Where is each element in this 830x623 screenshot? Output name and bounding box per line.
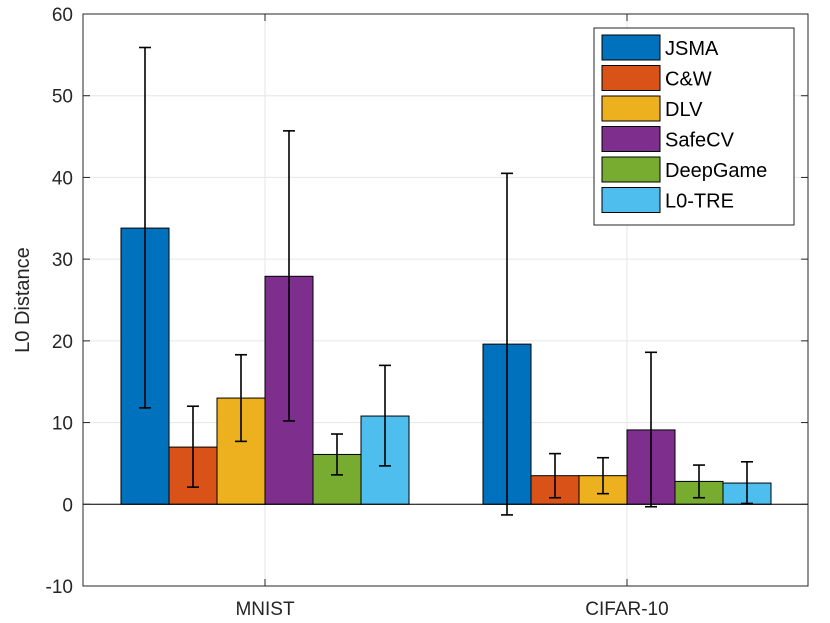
error-bar [597, 456, 609, 495]
legend-swatch [601, 34, 661, 61]
legend-label: SafeCV [665, 130, 735, 152]
legend-label: C&W [665, 69, 712, 91]
y-tick-labels: -10 0 10 20 30 40 50 60 [46, 5, 73, 598]
y-axis-label: L0 Distance [12, 247, 34, 353]
legend-label: DLV [665, 99, 703, 121]
y-tick-label: 0 [62, 495, 73, 516]
y-tick-label: 40 [52, 168, 73, 189]
error-bar [139, 46, 151, 409]
legend-swatch [601, 65, 661, 91]
y-tick-label: -10 [46, 577, 73, 598]
error-bar [741, 460, 753, 505]
error-bar [283, 130, 295, 422]
legend-item[interactable]: L0-TRE [601, 187, 734, 213]
error-bar [331, 433, 343, 476]
legend-label: DeepGame [665, 160, 767, 182]
axes-box [82, 13, 809, 587]
legend-item[interactable]: C&W [601, 65, 712, 91]
error-bar [379, 364, 391, 467]
y-tick-label: 60 [52, 5, 73, 26]
legend-swatch [601, 187, 661, 213]
legend-label: L0-TRE [665, 191, 734, 213]
error-bar [693, 464, 705, 499]
legend-item[interactable]: DeepGame [601, 156, 767, 183]
legend-item[interactable]: SafeCV [601, 126, 735, 152]
y-tick-label: 50 [52, 87, 73, 108]
legend[interactable]: JSMA C&W DLV SafeCV DeepGame L0-TRE [593, 27, 795, 226]
legend-swatch [601, 156, 661, 183]
error-bar [645, 351, 657, 508]
error-bars [139, 46, 753, 516]
legend-item[interactable]: DLV [601, 95, 703, 122]
error-bar [235, 353, 247, 443]
legend-swatch [601, 126, 661, 152]
legend-swatch [601, 95, 661, 122]
x-tick-label: MNIST [235, 599, 295, 620]
y-tick-label: 30 [52, 250, 73, 271]
x-tick-label: CIFAR-10 [585, 599, 668, 620]
y-tick-label: 20 [52, 332, 73, 353]
error-bar [501, 172, 513, 516]
y-tick-label: 10 [52, 414, 73, 435]
x-tick-labels: MNIST CIFAR-10 [235, 599, 668, 620]
legend-item[interactable]: JSMA [601, 34, 719, 61]
axes [82, 13, 809, 587]
error-bar [187, 405, 199, 488]
error-bar [549, 452, 561, 499]
legend-label: JSMA [665, 38, 719, 60]
